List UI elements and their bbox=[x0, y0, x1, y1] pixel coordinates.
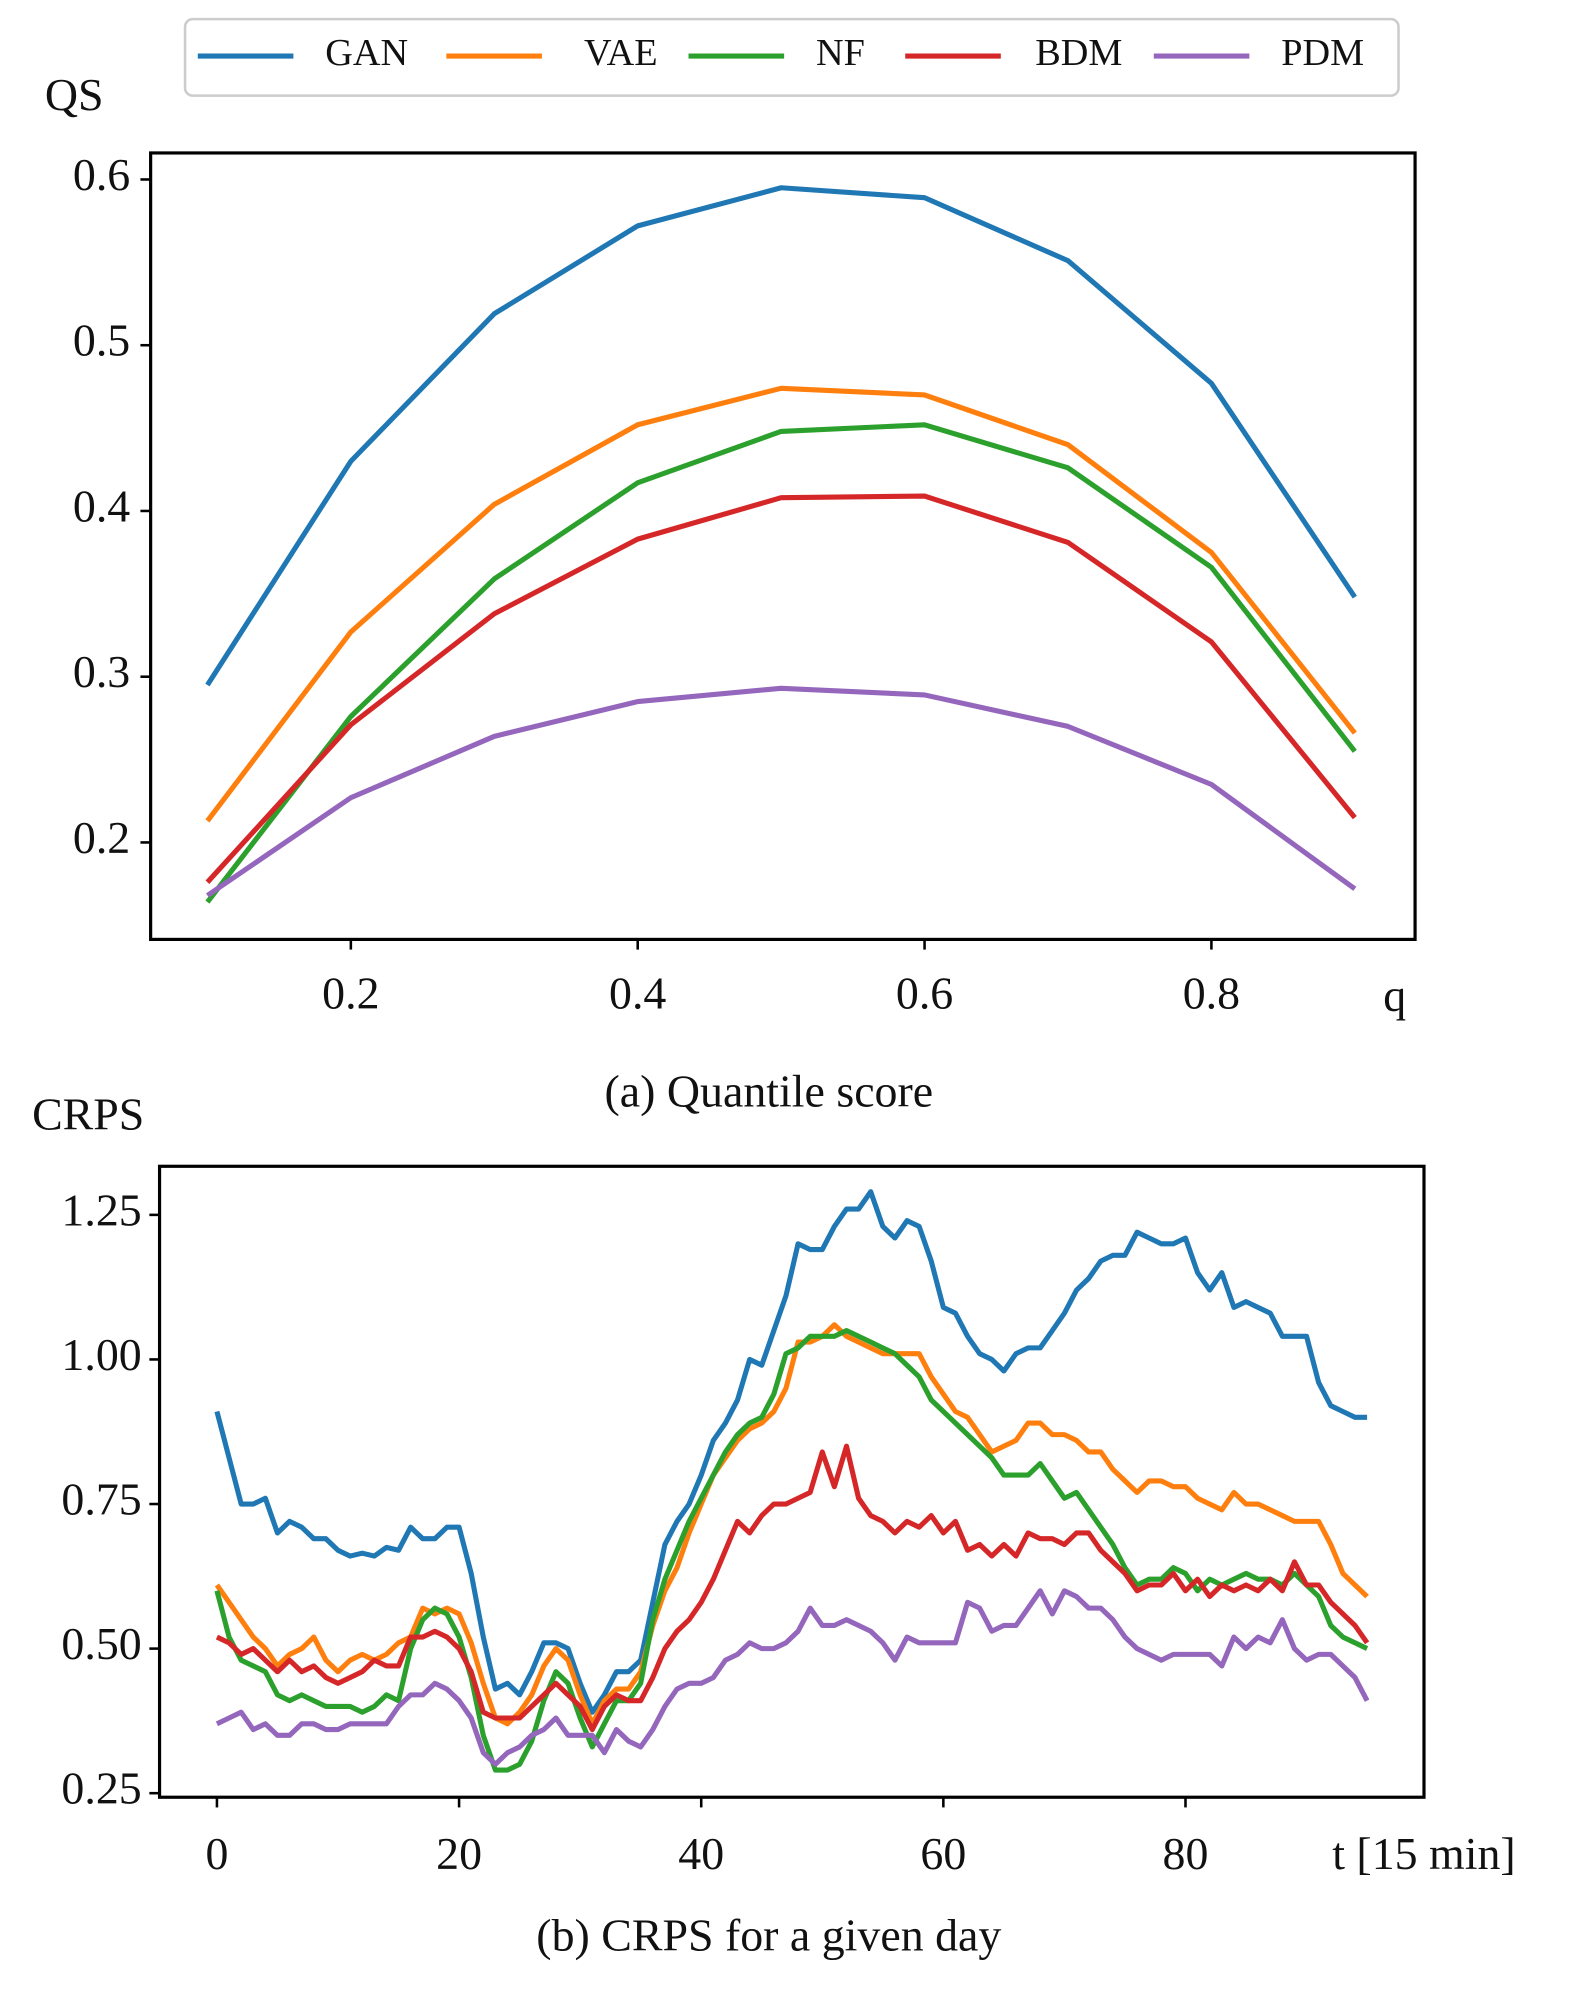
y-tick-label: 0.50 bbox=[61, 1618, 141, 1669]
x-tick-label: 60 bbox=[920, 1828, 966, 1879]
series-line bbox=[215, 1588, 1370, 1767]
y-tick-label: 0.75 bbox=[61, 1474, 141, 1525]
plot-frame bbox=[157, 1164, 1426, 1799]
series-line bbox=[214, 1189, 1368, 1715]
x-axis-label: t [15 min] bbox=[1332, 1828, 1515, 1879]
x-axis-label: q bbox=[1383, 970, 1406, 1021]
y-tick-label: 1.25 bbox=[61, 1184, 141, 1235]
x-tick-label: 0 bbox=[205, 1828, 228, 1879]
legend-label: GAN bbox=[325, 32, 408, 74]
x-tick-label: 0.4 bbox=[609, 968, 666, 1019]
series-line bbox=[205, 185, 1357, 687]
series-line bbox=[205, 493, 1357, 884]
series-line bbox=[205, 685, 1357, 898]
y-tick-label: 0.4 bbox=[73, 480, 130, 531]
legend-box bbox=[183, 17, 1400, 97]
legend-label: NF bbox=[816, 32, 865, 74]
series-line bbox=[205, 422, 1357, 904]
y-tick-label: 1.00 bbox=[61, 1329, 141, 1380]
x-tick-label: 0.8 bbox=[1183, 968, 1240, 1019]
series-line bbox=[215, 1443, 1370, 1733]
y-tick-label: 0.6 bbox=[73, 149, 130, 200]
plot-frame bbox=[149, 151, 1417, 941]
x-tick-label: 0.2 bbox=[322, 968, 379, 1019]
caption: (a) Quantile score bbox=[605, 1066, 934, 1117]
series-line bbox=[205, 385, 1357, 823]
y-tick-label: 0.2 bbox=[73, 812, 130, 863]
legend-label: VAE bbox=[584, 32, 658, 74]
y-axis-label: QS bbox=[45, 69, 104, 120]
legend-label: PDM bbox=[1281, 32, 1364, 74]
series-line bbox=[214, 1327, 1369, 1773]
caption: (b) CRPS for a given day bbox=[536, 1910, 1001, 1961]
y-tick-label: 0.3 bbox=[73, 646, 130, 697]
x-tick-label: 20 bbox=[436, 1828, 482, 1879]
legend-label: BDM bbox=[1035, 32, 1122, 74]
y-tick-label: 0.25 bbox=[61, 1763, 141, 1814]
x-tick-label: 0.6 bbox=[896, 968, 953, 1019]
x-tick-label: 80 bbox=[1163, 1828, 1209, 1879]
y-axis-label: CRPS bbox=[32, 1089, 144, 1140]
x-tick-label: 40 bbox=[678, 1828, 724, 1879]
y-tick-label: 0.5 bbox=[73, 315, 130, 366]
